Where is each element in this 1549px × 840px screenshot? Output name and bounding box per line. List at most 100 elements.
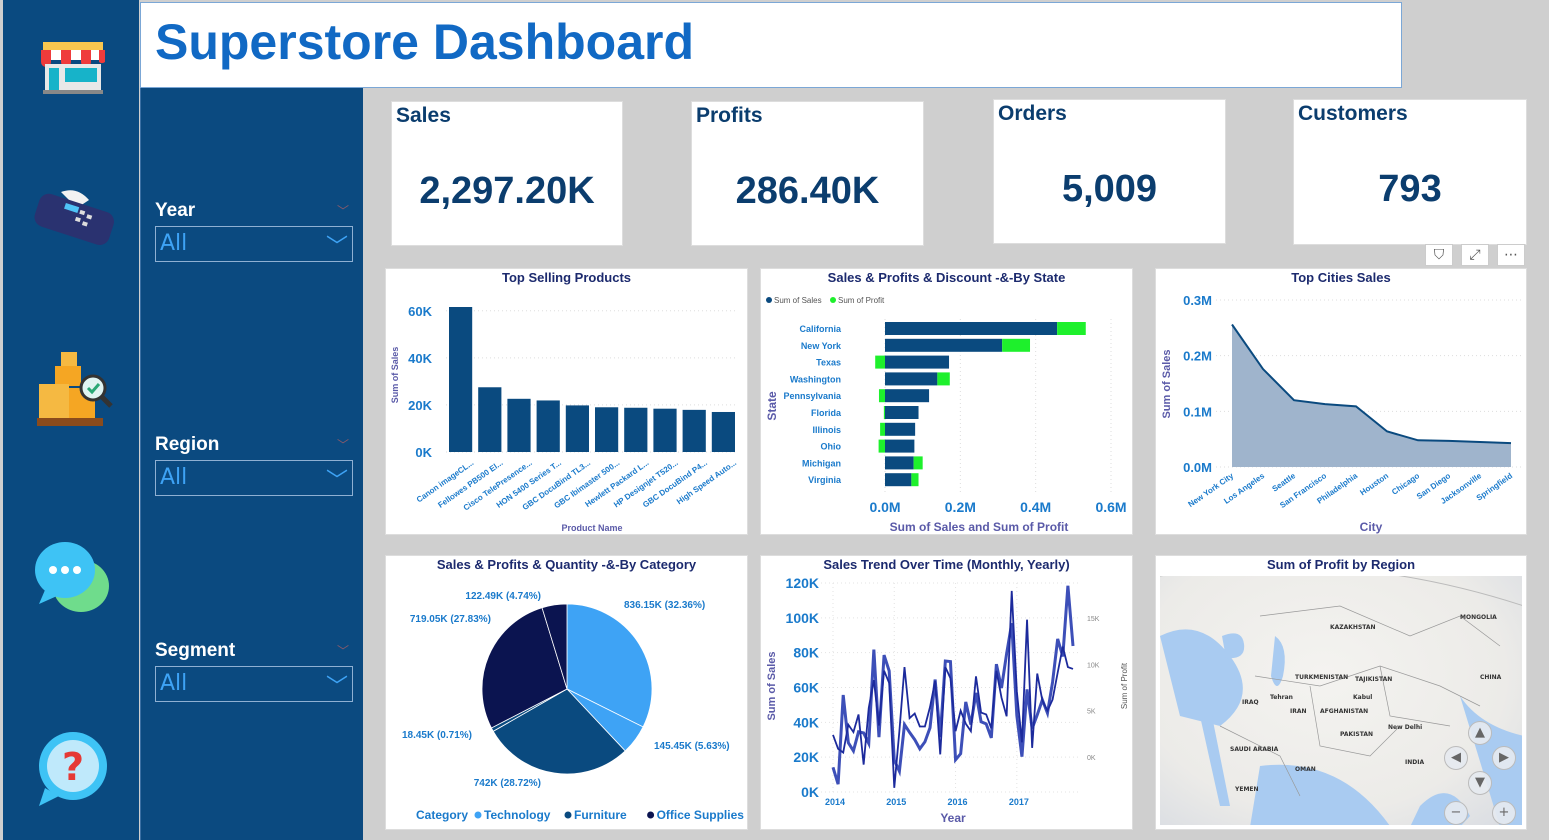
kpi-label: Customers bbox=[1298, 102, 1408, 125]
y-tick-label: 0.3M bbox=[1183, 293, 1212, 308]
chevron-down-icon: ﹀ bbox=[325, 675, 348, 700]
x-axis-title: Year bbox=[940, 811, 966, 825]
x-tick-label: Houston bbox=[1358, 471, 1390, 497]
x-axis-title: City bbox=[1360, 520, 1383, 534]
category-pie-chart: Sales & Profits & Quantity -&-By Categor… bbox=[385, 555, 748, 830]
kpi-card-orders: Orders 5,009 bbox=[993, 99, 1226, 244]
segment-dropdown[interactable]: All ﹀ bbox=[155, 666, 353, 702]
map-label: TAJIKISTAN bbox=[1355, 676, 1393, 683]
map-label: INDIA bbox=[1405, 759, 1425, 766]
kpi-value: 5,009 bbox=[1061, 168, 1158, 210]
chart-canvas: Sum of Sales Sum of Profit 0.0M 0.2M 0.4M 0.6… bbox=[765, 296, 1127, 534]
segment-slicer-label: Segment bbox=[155, 640, 236, 661]
y-tick-label: Virginia bbox=[808, 475, 842, 485]
year-dropdown[interactable]: All ﹀ bbox=[155, 226, 353, 262]
bar bbox=[478, 387, 502, 452]
map-label: IRAN bbox=[1290, 708, 1307, 715]
x-tick-label: 2014 bbox=[825, 797, 845, 807]
line-profit bbox=[832, 590, 1074, 788]
pan-down-icon[interactable]: ▼ bbox=[1468, 771, 1492, 795]
y-tick-label: 0.0M bbox=[1183, 460, 1212, 475]
bar-sales bbox=[885, 422, 916, 436]
x-tick-label: 0.6M bbox=[1095, 499, 1126, 515]
y-tick-label: 40K bbox=[408, 351, 432, 366]
more-options-icon[interactable]: ⋯ bbox=[1497, 244, 1525, 266]
zoom-in-icon[interactable]: + bbox=[1492, 801, 1516, 825]
chart-title: Top Cities Sales bbox=[1291, 270, 1391, 285]
help-icon[interactable]: ? bbox=[31, 728, 115, 812]
y-tick-label: 100K bbox=[786, 610, 819, 626]
legend-label: Office Supplies bbox=[657, 808, 745, 822]
map-canvas[interactable]: KAZAKHSTAN MONGOLIA CHINA TURKMENISTAN TAJIK… bbox=[1160, 576, 1522, 825]
y-tick-label: 0.1M bbox=[1183, 404, 1212, 419]
y2-tick-label: 0K bbox=[1087, 755, 1096, 762]
x-tick-label: Seattle bbox=[1270, 471, 1297, 494]
x-tick-label: 2015 bbox=[886, 797, 906, 807]
pie-slice bbox=[492, 688, 626, 775]
y-tick-label: California bbox=[799, 324, 842, 334]
chevron-down-icon[interactable]: ﹀ bbox=[336, 204, 349, 218]
x-tick-label: 2016 bbox=[948, 797, 968, 807]
y-tick-label: 80K bbox=[793, 645, 819, 661]
bar-profit bbox=[880, 422, 885, 436]
y-axis-title: Sum of Sales bbox=[1161, 349, 1173, 418]
bar bbox=[653, 408, 677, 452]
y-tick-label: 60K bbox=[408, 304, 432, 319]
inventory-search-icon[interactable] bbox=[31, 350, 115, 434]
kpi-card-customers: Customers 793 bbox=[1293, 99, 1527, 245]
legend-label: Furniture bbox=[574, 808, 627, 822]
pan-up-icon[interactable]: ▲ bbox=[1468, 721, 1492, 745]
map-label: Tehran bbox=[1270, 694, 1293, 701]
data-label: 719.05K (27.83%) bbox=[410, 614, 491, 625]
y-tick-label: 40K bbox=[793, 714, 819, 730]
map-label: New Delhi bbox=[1388, 724, 1423, 731]
chevron-down-icon[interactable]: ﹀ bbox=[336, 438, 349, 452]
x-axis-title: Product Name bbox=[561, 523, 622, 533]
map-label: PAKISTAN bbox=[1340, 731, 1373, 738]
y-tick-label: Michigan bbox=[802, 458, 841, 468]
legend-title: Category bbox=[416, 808, 468, 822]
chart-title: Sales & Profits & Quantity -&-By Categor… bbox=[436, 557, 697, 572]
chevron-down-icon: ﹀ bbox=[325, 235, 348, 260]
bar-profit bbox=[1002, 338, 1031, 352]
chart-canvas: 836.15K (32.36%) 145.45K (5.63%) 742K (28.… bbox=[402, 591, 745, 822]
chevron-down-icon[interactable]: ﹀ bbox=[336, 644, 349, 658]
pos-terminal-icon[interactable] bbox=[31, 180, 115, 264]
map-label: TURKMENISTAN bbox=[1295, 674, 1349, 681]
data-label: 145.45K (5.63%) bbox=[654, 741, 730, 752]
pie-slice bbox=[541, 603, 568, 690]
y-tick-label: Washington bbox=[790, 374, 841, 384]
map-label: KAZAKHSTAN bbox=[1330, 624, 1376, 631]
y-axis-title: Sum of Sales bbox=[766, 651, 778, 720]
chat-icon[interactable] bbox=[31, 538, 115, 622]
pan-right-icon[interactable]: ▶ bbox=[1492, 746, 1516, 770]
y-tick-label: 20K bbox=[793, 749, 819, 765]
pie-slice bbox=[566, 603, 653, 728]
filter-icon[interactable]: ⛉ bbox=[1425, 244, 1453, 266]
focus-mode-icon[interactable]: ⤢ bbox=[1461, 244, 1489, 266]
pan-left-icon[interactable]: ◀ bbox=[1444, 746, 1468, 770]
bar bbox=[536, 400, 560, 452]
region-dropdown[interactable]: All ﹀ bbox=[155, 460, 353, 496]
y-tick-label: 0K bbox=[801, 784, 819, 800]
bar-profit bbox=[883, 406, 885, 419]
map-label: OMAN bbox=[1295, 766, 1316, 773]
state-chart: Sales & Profits & Discount -&-By State Su… bbox=[760, 268, 1133, 535]
store-icon[interactable] bbox=[31, 30, 115, 114]
data-label: 742K (28.72%) bbox=[474, 778, 541, 789]
x-tick-label: 2017 bbox=[1009, 797, 1029, 807]
kpi-value: 793 bbox=[1378, 168, 1442, 210]
y-tick-label: 60K bbox=[793, 680, 819, 696]
legend-label: Technology bbox=[484, 808, 551, 822]
bar bbox=[565, 405, 589, 452]
data-label: 836.15K (32.36%) bbox=[624, 600, 705, 611]
bar bbox=[711, 411, 735, 452]
x-tick-label: 0.2M bbox=[945, 499, 976, 515]
x-tick-label: 0.0M bbox=[869, 499, 900, 515]
bar-sales bbox=[885, 338, 1003, 352]
filter-pane: Year ﹀ All ﹀ Region ﹀ All ﹀ Segment ﹀ All ﹀ bbox=[140, 88, 363, 840]
zoom-out-icon[interactable]: − bbox=[1444, 801, 1468, 825]
chevron-down-icon: ﹀ bbox=[325, 469, 348, 494]
y-axis-title: State bbox=[765, 391, 779, 421]
